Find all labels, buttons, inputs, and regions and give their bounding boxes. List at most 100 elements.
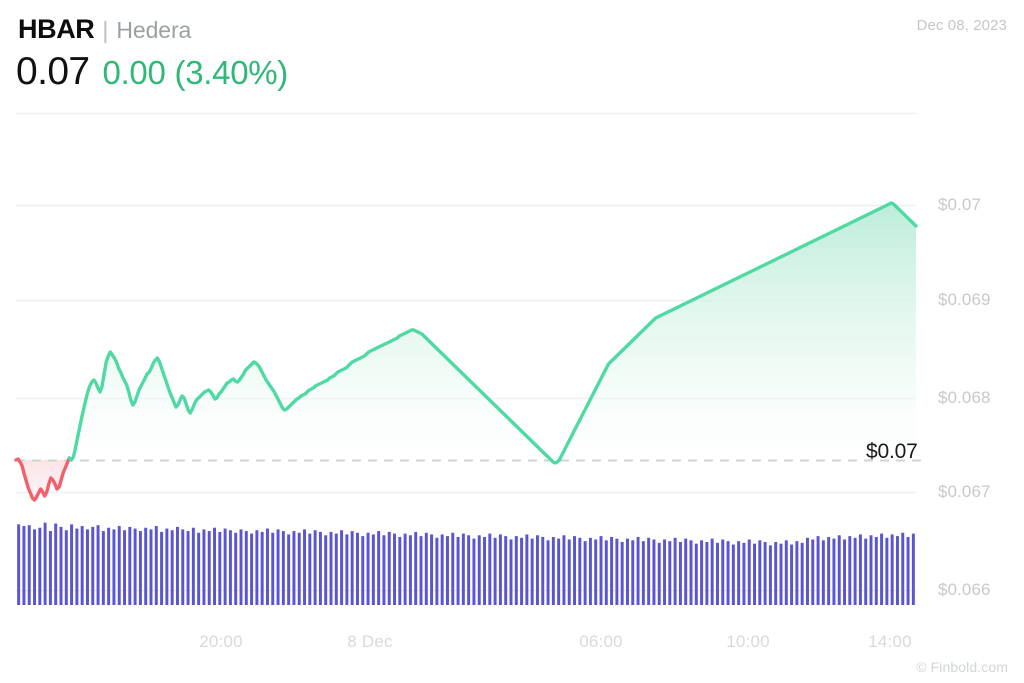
- volume-bar: [901, 532, 905, 605]
- volume-bar: [625, 538, 629, 605]
- volume-bar: [144, 527, 148, 605]
- y-axis-tick: $0.066: [938, 580, 991, 599]
- volume-bar: [530, 538, 534, 605]
- watermark: © Finbold.com: [916, 659, 1008, 675]
- volume-bar: [551, 536, 555, 605]
- volume-bar: [430, 534, 434, 605]
- volume-bar: [27, 525, 31, 605]
- volume-bar: [758, 540, 762, 605]
- volume-bar: [340, 530, 344, 605]
- volume-bar: [737, 541, 741, 605]
- volume-bar: [694, 543, 698, 605]
- volume-bar: [202, 529, 206, 605]
- volume-bar: [610, 536, 614, 605]
- volume-bar: [160, 531, 164, 605]
- chart-header: HBAR | Hedera 0.07 0.00 (3.40%) Dec 08, …: [0, 0, 1024, 108]
- volume-bar: [705, 542, 709, 605]
- x-axis-tick: 14:00: [868, 632, 912, 651]
- gridlines: [16, 112, 916, 592]
- volume-bar: [636, 536, 640, 605]
- volume-bar: [811, 539, 815, 605]
- volume-bar: [477, 535, 481, 605]
- volume-bar: [520, 537, 524, 605]
- volume-bar: [175, 526, 179, 605]
- y-axis-labels: $0.07 $0.069 $0.068 $0.067 $0.066: [938, 0, 1024, 683]
- volume-bar: [133, 528, 137, 605]
- ticker-title: HBAR | Hedera: [18, 14, 191, 45]
- volume-bar: [403, 533, 407, 605]
- price-area-fill: [16, 203, 917, 500]
- volume-bar: [85, 529, 89, 605]
- volume-bar: [615, 538, 619, 605]
- volume-bar: [75, 528, 79, 605]
- volume-bar: [493, 537, 497, 605]
- volume-bar: [414, 531, 418, 605]
- volume-bar: [784, 540, 788, 605]
- price-change-percent: (3.40%): [174, 54, 289, 91]
- chart-date: Dec 08, 2023: [916, 17, 1007, 34]
- volume-bar: [742, 542, 746, 605]
- volume-bar: [424, 532, 428, 605]
- volume-bar: [578, 537, 582, 605]
- volume-bar: [91, 526, 95, 605]
- volume-bar: [832, 538, 836, 605]
- volume-bar: [726, 541, 730, 605]
- open-price-marker-label: $0.07: [866, 440, 918, 463]
- area-fill-down: [16, 458, 70, 500]
- volume-bar: [800, 542, 804, 605]
- volume-bar: [509, 539, 513, 605]
- area-fill-up: [69, 203, 917, 463]
- volume-bar: [498, 534, 502, 605]
- volume-bar: [22, 526, 26, 605]
- volume-bar: [181, 529, 185, 605]
- volume-bar: [827, 536, 831, 605]
- ticker-symbol: HBAR: [18, 14, 95, 44]
- volume-bar: [843, 539, 847, 605]
- volume-bar: [377, 531, 381, 605]
- price-line-up: [67, 201, 918, 465]
- volume-bar: [435, 537, 439, 605]
- volume-bar: [149, 529, 153, 605]
- volume-bar: [59, 526, 63, 605]
- x-axis-tick: 06:00: [579, 632, 623, 651]
- volume-bar: [678, 542, 682, 605]
- volume-bar: [684, 538, 688, 605]
- volume-bar: [48, 531, 52, 605]
- volume-bar: [223, 528, 227, 605]
- volume-bar: [393, 533, 397, 605]
- volume-bar: [361, 536, 365, 605]
- volume-bar: [848, 536, 852, 605]
- volume-bar: [562, 535, 566, 605]
- volume-bar: [874, 536, 878, 605]
- current-price: 0.07: [16, 50, 90, 93]
- volume-bar: [504, 536, 508, 605]
- volume-bar: [472, 538, 476, 605]
- volume-bar: [885, 537, 889, 605]
- volume-bar: [329, 531, 333, 605]
- volume-bar: [170, 530, 174, 605]
- volume-bar: [387, 531, 391, 605]
- volume-bar: [657, 542, 661, 605]
- volume-bar: [239, 529, 243, 605]
- volume-bar: [154, 526, 158, 605]
- volume-bar: [880, 533, 884, 605]
- volume-bar: [594, 539, 598, 605]
- volume-bar: [911, 533, 915, 605]
- volume-bar: [70, 524, 74, 605]
- volume-bar: [260, 531, 264, 605]
- volume-bar: [588, 537, 592, 605]
- volume-bar: [197, 532, 201, 605]
- volume-bar: [599, 536, 603, 605]
- volume-bar: [652, 539, 656, 605]
- volume-bar: [853, 537, 857, 605]
- volume-bar: [700, 540, 704, 605]
- volume-bar: [228, 530, 232, 605]
- price-summary: 0.07 0.00 (3.40%): [16, 50, 288, 94]
- volume-bar: [165, 528, 169, 605]
- volume-bar: [546, 540, 550, 605]
- volume-bar: [514, 536, 518, 605]
- volume-bar: [445, 536, 449, 605]
- volume-bar: [287, 534, 291, 605]
- ticker-full-name: Hedera: [116, 17, 192, 43]
